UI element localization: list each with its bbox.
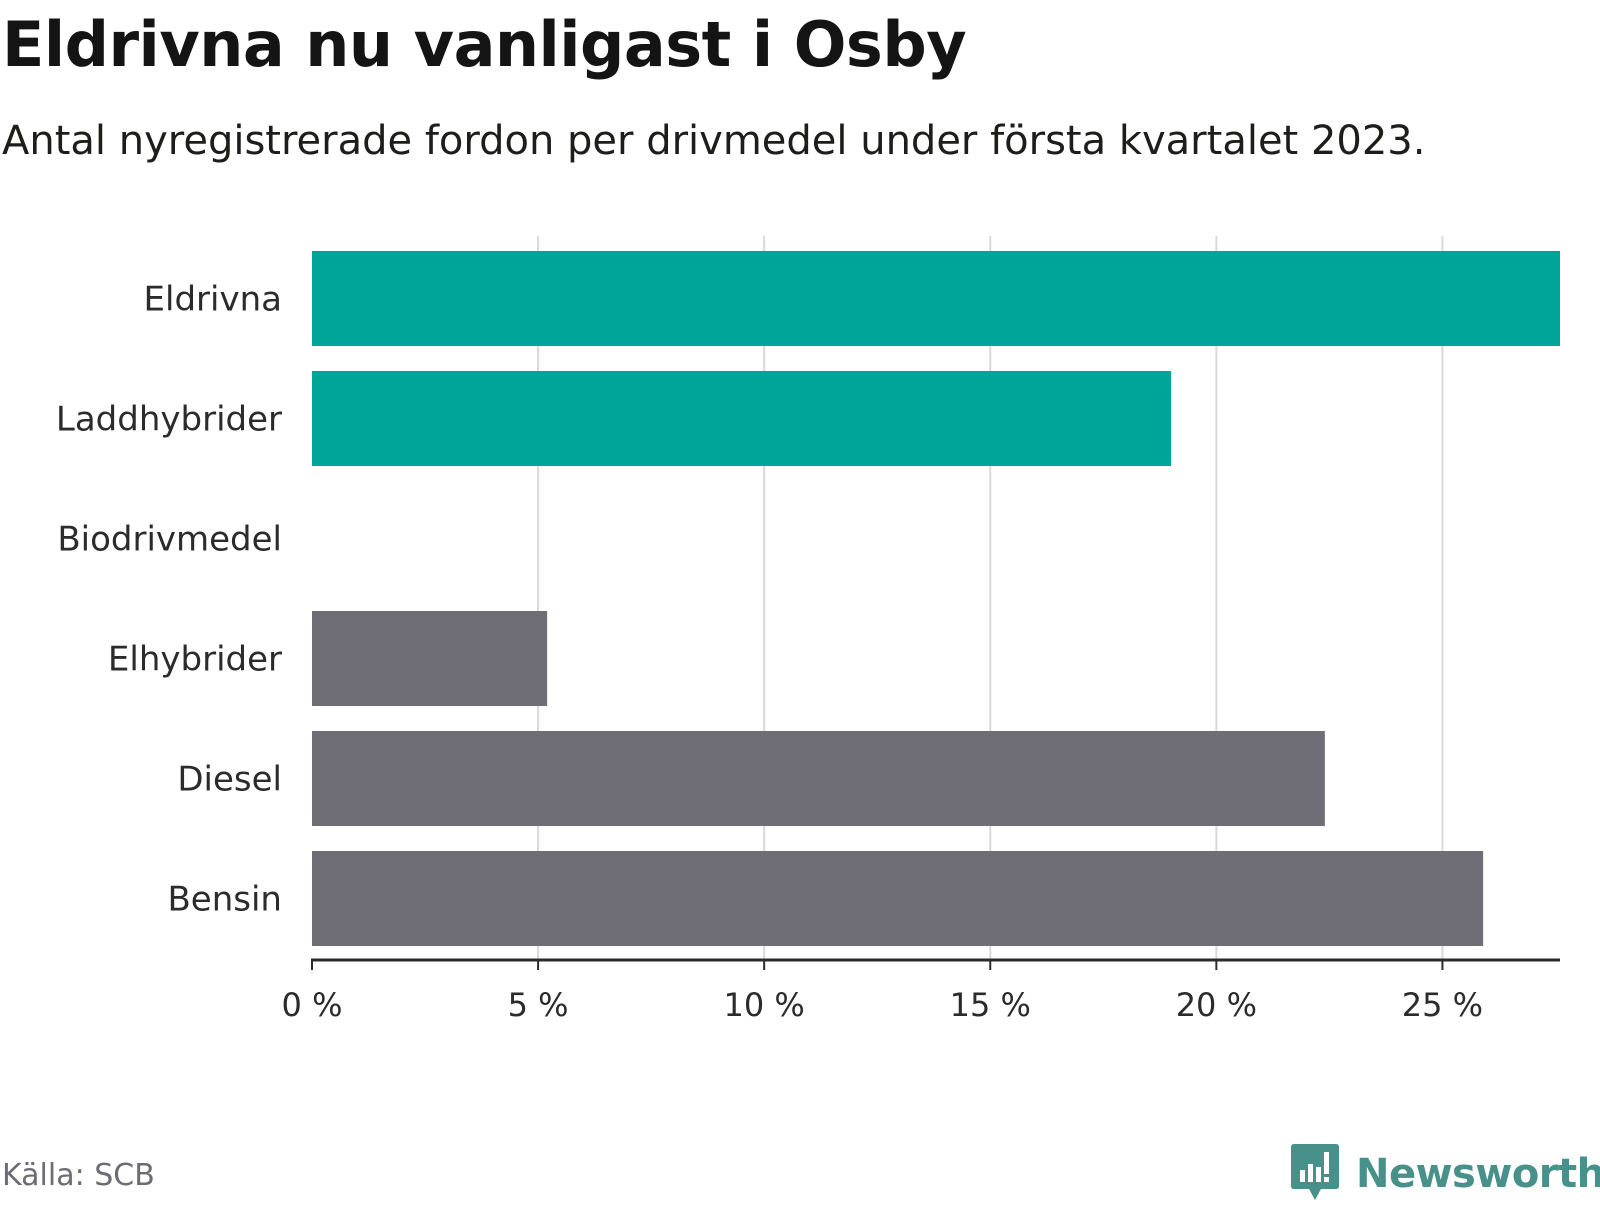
gridlines xyxy=(537,236,1444,960)
category-labels: Eldrivna Laddhybrider Biodrivmedel Elhybrid… xyxy=(56,280,282,920)
x-tick-label: 0 % xyxy=(282,986,343,1024)
chart-title: Eldrivna nu vanligast i Osby xyxy=(2,8,967,81)
x-tick-label: 20 % xyxy=(1176,986,1257,1024)
x-tick-label: 10 % xyxy=(724,986,805,1024)
bar-chart: 0 % 5 % 10 % 15 % 20 % 25 % Eldrivna Laddhybri… xyxy=(56,236,1560,1024)
bar-bensin xyxy=(312,851,1484,946)
brand-name: Newsworthy xyxy=(1356,1151,1600,1197)
chart-subtitle: Antal nyregistrerade fordon per drivmede… xyxy=(2,118,1426,164)
x-tick-label: 25 % xyxy=(1402,986,1483,1024)
bar-diesel xyxy=(312,731,1325,826)
bar-laddhybrider xyxy=(312,371,1172,466)
source-note: Källa: SCB xyxy=(2,1158,155,1193)
bar-eldrivna xyxy=(312,251,1560,346)
bar-chart-speech-bubble-icon xyxy=(1291,1144,1339,1200)
x-axis: 0 % 5 % 10 % 15 % 20 % 25 % xyxy=(282,958,1560,1024)
category-label: Laddhybrider xyxy=(56,400,282,440)
brand-logo[interactable]: Newsworthy xyxy=(1290,1142,1600,1206)
x-tick-label: 5 % xyxy=(508,986,569,1024)
category-label: Elhybrider xyxy=(108,640,282,680)
x-tick-label: 15 % xyxy=(950,986,1031,1024)
category-label: Eldrivna xyxy=(144,280,282,320)
category-label: Biodrivmedel xyxy=(57,520,282,560)
category-label: Bensin xyxy=(167,880,282,920)
bar-elhybrider xyxy=(312,611,548,706)
bars xyxy=(312,251,1560,946)
category-label: Diesel xyxy=(177,760,282,800)
